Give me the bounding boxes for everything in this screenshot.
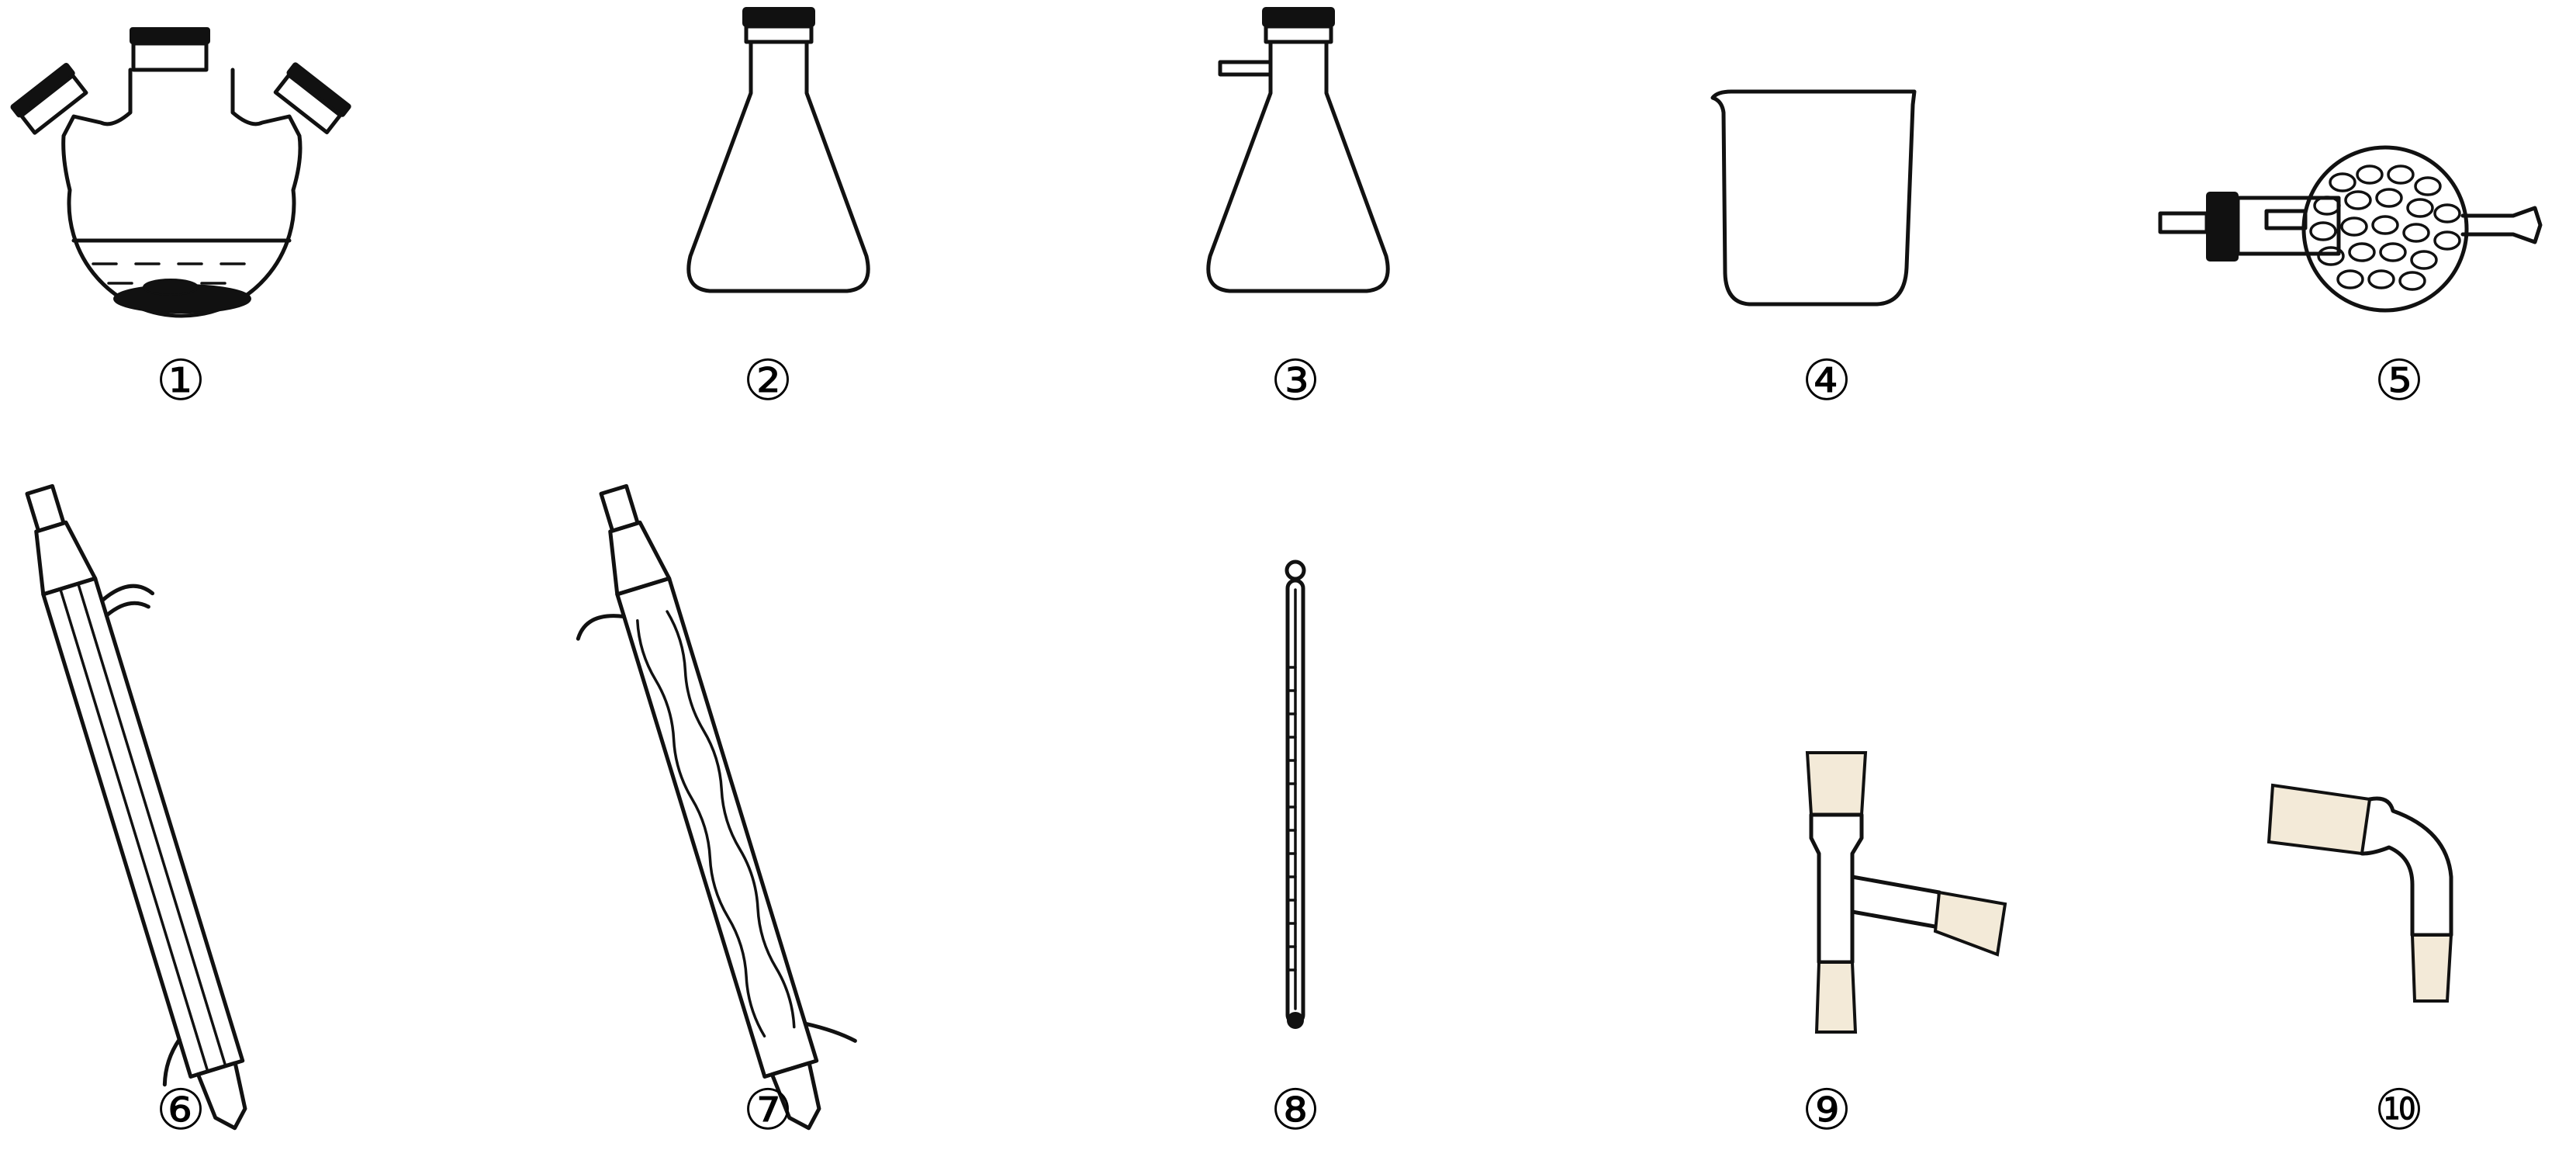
straight-condenser-icon — [25, 483, 247, 1131]
bent-adapter-icon — [2267, 783, 2453, 1003]
suction-flask-icon — [1206, 7, 1390, 293]
item-number-4: ④ — [1802, 348, 1852, 413]
item-number-10: ⑩ — [2374, 1077, 2425, 1142]
item-number-3: ③ — [1271, 348, 1321, 413]
conical-flask-icon — [686, 7, 870, 293]
distillation-head-icon — [1805, 751, 2007, 1034]
beaker-icon — [1710, 89, 1917, 307]
item-number-9: ⑨ — [1802, 1077, 1852, 1142]
item-number-5: ⑤ — [2374, 348, 2425, 413]
bulb-condenser-icon — [576, 483, 857, 1131]
three-neck-round-bottom-flask-icon — [10, 27, 351, 318]
item-number-7: ⑦ — [743, 1077, 794, 1142]
item-number-6: ⑥ — [156, 1077, 206, 1142]
item-number-1: ① — [156, 348, 206, 413]
item-number-2: ② — [743, 348, 794, 413]
item-number-8: ⑧ — [1271, 1077, 1321, 1142]
thermometer-icon — [1285, 559, 1306, 1029]
drying-tube-icon — [2158, 145, 2543, 313]
